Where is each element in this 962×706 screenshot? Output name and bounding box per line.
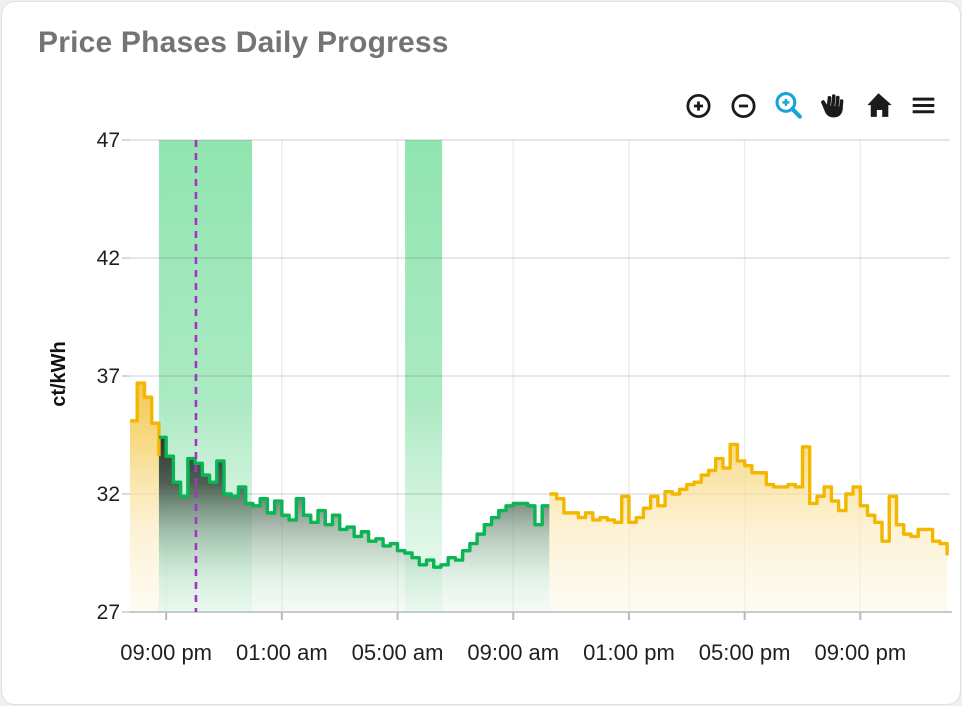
y-tick-label: 32 — [97, 483, 120, 506]
x-tick-label: 05:00 pm — [699, 640, 791, 665]
price-phase-active-line — [158, 435, 550, 569]
menu-icon — [912, 97, 935, 113]
x-tick-label: 09:00 am — [467, 640, 559, 665]
y-tick-label: 37 — [97, 365, 120, 388]
x-tick-label: 01:00 am — [236, 640, 328, 665]
plot-drag-surface[interactable] — [130, 140, 950, 612]
x-tick-label: 01:00 pm — [583, 640, 675, 665]
home-button[interactable] — [862, 89, 895, 122]
y-tick-label: 47 — [97, 129, 120, 152]
box-zoom-icon — [775, 91, 802, 119]
y-axis-label: ct/kWh — [48, 341, 70, 407]
page-title: Price Phases Daily Progress — [38, 26, 449, 59]
price-phase-before-area — [130, 383, 159, 612]
y-tick-label: 42 — [97, 247, 120, 270]
zoom-out-icon — [731, 93, 756, 118]
home-icon — [867, 92, 892, 117]
price-phase-before-line — [130, 381, 161, 457]
price-phase-after-line — [549, 442, 949, 556]
zoom-out-button[interactable] — [727, 89, 760, 122]
zoom-in-button[interactable] — [682, 89, 715, 122]
price-phase-after-area — [549, 444, 948, 612]
pan-icon — [821, 93, 844, 117]
green-phase-band — [405, 140, 443, 612]
box-zoom-button[interactable] — [772, 89, 805, 122]
pan-button[interactable] — [817, 89, 850, 122]
menu-button[interactable] — [907, 89, 940, 122]
chart-toolbar — [682, 88, 940, 122]
y-tick-label: 27 — [97, 601, 120, 624]
zoom-in-icon — [686, 93, 711, 118]
x-tick-label: 09:00 pm — [120, 640, 212, 665]
x-tick-label: 05:00 am — [352, 640, 444, 665]
price-phase-active-area — [158, 437, 550, 612]
x-tick-label: 09:00 pm — [814, 640, 906, 665]
